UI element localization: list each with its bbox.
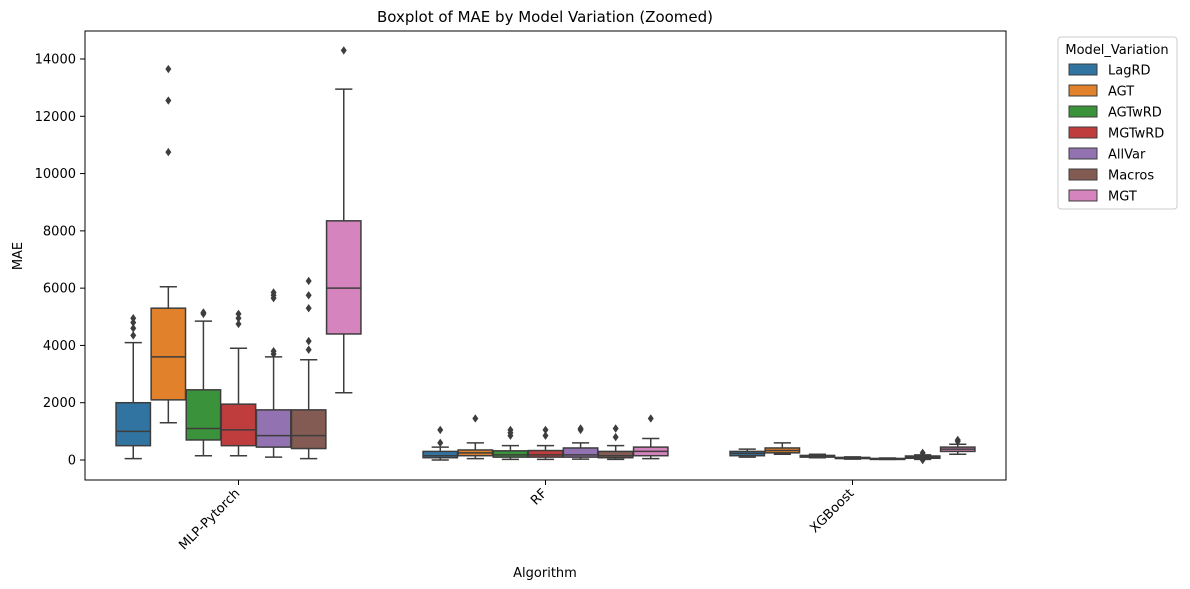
outlier-point bbox=[235, 319, 242, 329]
outlier-point bbox=[437, 438, 444, 448]
legend-swatch-agtwrd bbox=[1068, 105, 1098, 118]
outlier-point bbox=[919, 452, 926, 462]
y-tick-label: 0 bbox=[68, 454, 76, 469]
box-agtwrd bbox=[492, 450, 529, 458]
y-tick-label: 8000 bbox=[43, 224, 76, 239]
box-lagrd bbox=[422, 450, 459, 459]
legend-label-agtwrd: AGTwRD bbox=[1108, 106, 1162, 121]
plot-area bbox=[115, 46, 976, 465]
box-agtwrd bbox=[185, 389, 222, 441]
x-tick-label: XGBoost bbox=[807, 486, 857, 536]
outlier-point bbox=[305, 303, 312, 313]
outlier-point bbox=[165, 64, 172, 74]
outlier-point bbox=[919, 448, 926, 458]
outlier-point bbox=[130, 324, 137, 333]
y-axis-label: MAE bbox=[11, 242, 26, 270]
y-tick-label: 2000 bbox=[43, 396, 76, 411]
box-mgtwrd bbox=[220, 403, 257, 447]
legend-label-lagrd: LagRD bbox=[1108, 64, 1151, 79]
legend-label-mgt: MGT bbox=[1108, 190, 1137, 205]
outlier-point bbox=[305, 336, 312, 346]
outlier-point bbox=[165, 147, 172, 157]
outlier-point bbox=[305, 276, 312, 286]
outlier-point bbox=[437, 425, 444, 435]
legend-label-mgtwrd: MGTwRD bbox=[1108, 127, 1164, 142]
y-tick-label: 4000 bbox=[43, 339, 76, 354]
outlier-point bbox=[472, 414, 479, 423]
outlier-point bbox=[235, 314, 242, 323]
outlier-point bbox=[130, 318, 137, 327]
outlier-point bbox=[130, 331, 137, 340]
outlier-point bbox=[647, 414, 654, 423]
outlier-point bbox=[235, 309, 242, 319]
outlier-point bbox=[130, 314, 137, 323]
outlier-point bbox=[305, 291, 312, 300]
legend-swatch-macros bbox=[1068, 168, 1098, 181]
legend: Model_Variation LagRD AGT AGTwRD MGTwRD AllV… bbox=[1057, 36, 1178, 210]
box-allvar bbox=[255, 409, 292, 448]
outlier-point bbox=[542, 431, 549, 440]
outlier-point bbox=[165, 96, 172, 105]
box-mgt bbox=[325, 220, 362, 335]
legend-label-macros: Macros bbox=[1108, 169, 1154, 184]
y-tick-label: 10000 bbox=[35, 167, 76, 182]
y-axis: 0 2000 4000 6000 8000 10000 12000 14000 bbox=[35, 53, 85, 469]
y-tick-label: 12000 bbox=[35, 110, 76, 125]
outlier-point bbox=[542, 425, 549, 435]
outlier-point bbox=[507, 425, 514, 435]
legend-swatch-lagrd bbox=[1068, 63, 1098, 76]
y-tick-label: 6000 bbox=[43, 282, 76, 297]
plot-frame bbox=[84, 30, 1007, 481]
box-agt bbox=[150, 307, 187, 401]
outlier-point bbox=[340, 46, 347, 55]
outlier-point bbox=[270, 288, 277, 297]
box-macros bbox=[597, 450, 634, 459]
legend-label-allvar: AllVar bbox=[1108, 148, 1146, 163]
chart-title: Boxplot of MAE by Model Variation (Zoome… bbox=[377, 8, 713, 26]
x-axis-label: Algorithm bbox=[513, 566, 577, 581]
outlier-point bbox=[612, 432, 619, 442]
x-tick-label: MLP-Pytorch bbox=[176, 486, 243, 553]
box-mgtwrd bbox=[527, 449, 564, 458]
outlier-point bbox=[305, 345, 312, 354]
outlier-point bbox=[612, 424, 619, 433]
legend-swatch-agt bbox=[1068, 84, 1098, 97]
legend-frame bbox=[1057, 36, 1178, 210]
box-lagrd bbox=[115, 401, 152, 447]
legend-label-agt: AGT bbox=[1108, 85, 1134, 100]
x-axis: MLP-Pytorch RF XGBoost bbox=[176, 480, 857, 553]
outlier-point bbox=[200, 308, 207, 317]
box-allvar bbox=[562, 447, 599, 458]
y-tick-label: 14000 bbox=[35, 53, 76, 68]
outlier-point bbox=[954, 435, 961, 445]
outlier-point bbox=[270, 346, 277, 356]
x-tick-label: RF bbox=[528, 486, 550, 508]
legend-title: Model_Variation bbox=[1065, 43, 1168, 58]
box-macros bbox=[290, 409, 327, 450]
legend-swatch-mgtwrd bbox=[1068, 126, 1098, 139]
legend-swatch-allvar bbox=[1068, 147, 1098, 160]
outlier-point bbox=[577, 424, 584, 433]
legend-swatch-mgt bbox=[1068, 189, 1098, 202]
